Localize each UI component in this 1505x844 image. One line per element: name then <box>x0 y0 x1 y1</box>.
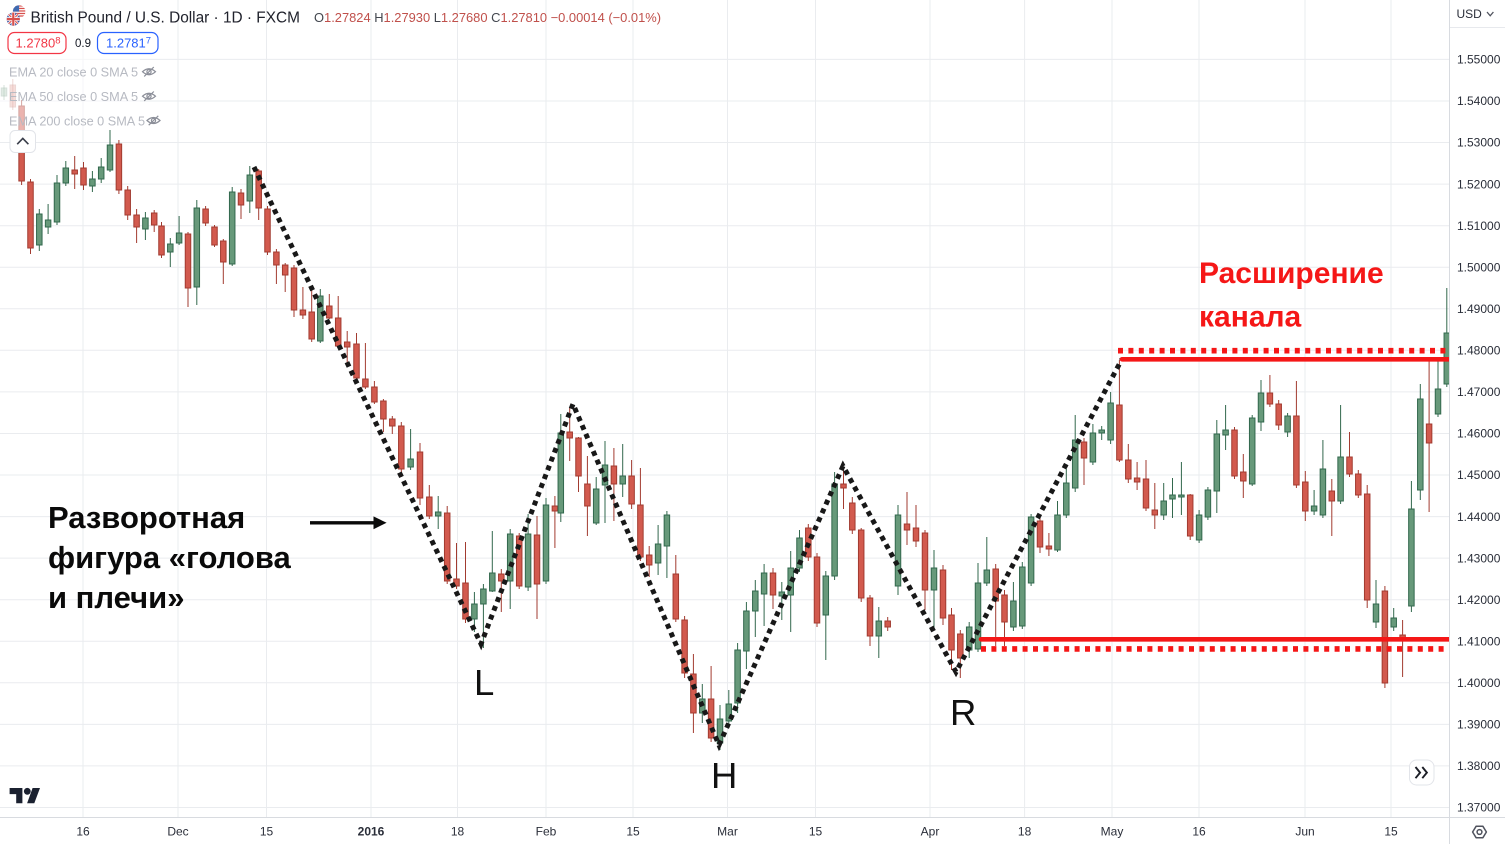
svg-text:1.44000: 1.44000 <box>1457 510 1501 524</box>
svg-text:1.50000: 1.50000 <box>1457 260 1501 274</box>
svg-text:H: H <box>711 755 737 796</box>
svg-text:1.54000: 1.54000 <box>1457 94 1501 108</box>
svg-text:O1.27824 H1.27930 L1.27680: O1.27824 H1.27930 L1.27680 C1.27810 −0.0… <box>314 10 661 25</box>
svg-text:0.9: 0.9 <box>75 38 91 50</box>
svg-text:18: 18 <box>1018 825 1032 839</box>
svg-text:1.40000: 1.40000 <box>1457 676 1501 690</box>
svg-text:1.52000: 1.52000 <box>1457 177 1501 191</box>
svg-text:L: L <box>474 662 494 703</box>
svg-text:1.37000: 1.37000 <box>1457 801 1501 815</box>
svg-text:1.41000: 1.41000 <box>1457 635 1501 649</box>
svg-text:1.48000: 1.48000 <box>1457 344 1501 358</box>
svg-text:и плечи»: и плечи» <box>48 580 184 615</box>
svg-text:Feb: Feb <box>536 825 557 839</box>
svg-text:1.27808: 1.27808 <box>16 36 61 51</box>
svg-text:1.43000: 1.43000 <box>1457 551 1501 565</box>
svg-text:1.42000: 1.42000 <box>1457 593 1501 607</box>
svg-text:Разворотная: Разворотная <box>48 500 245 535</box>
svg-text:EMA 200 close 0 SMA 5: EMA 200 close 0 SMA 5 <box>9 114 145 128</box>
svg-text:1.47000: 1.47000 <box>1457 385 1501 399</box>
svg-text:15: 15 <box>260 825 274 839</box>
svg-text:May: May <box>1101 825 1124 839</box>
svg-text:Jun: Jun <box>1295 825 1314 839</box>
svg-text:Apr: Apr <box>921 825 940 839</box>
svg-text:18: 18 <box>451 825 465 839</box>
svg-text:1.45000: 1.45000 <box>1457 468 1501 482</box>
svg-text:British Pound / U.S. Dollar ·: British Pound / U.S. Dollar · 1D · FXCM <box>31 10 300 27</box>
svg-text:1.39000: 1.39000 <box>1457 718 1501 732</box>
svg-text:1.53000: 1.53000 <box>1457 136 1501 150</box>
svg-text:канала: канала <box>1199 301 1302 334</box>
svg-text:15: 15 <box>1384 825 1398 839</box>
svg-text:2016: 2016 <box>358 825 385 839</box>
svg-text:15: 15 <box>626 825 640 839</box>
svg-text:Mar: Mar <box>717 825 738 839</box>
svg-text:16: 16 <box>1192 825 1206 839</box>
svg-text:Dec: Dec <box>167 825 188 839</box>
svg-text:Расширение: Расширение <box>1199 257 1384 290</box>
svg-text:1.38000: 1.38000 <box>1457 759 1501 773</box>
svg-text:EMA 20 close 0 SMA 5: EMA 20 close 0 SMA 5 <box>9 66 138 80</box>
svg-text:USD: USD <box>1457 7 1483 21</box>
svg-text:15: 15 <box>809 825 823 839</box>
svg-text:R: R <box>950 692 976 733</box>
svg-text:1.27817: 1.27817 <box>106 36 151 51</box>
svg-text:1.46000: 1.46000 <box>1457 427 1501 441</box>
svg-text:1.51000: 1.51000 <box>1457 219 1501 233</box>
svg-text:1.55000: 1.55000 <box>1457 53 1501 67</box>
svg-text:1.49000: 1.49000 <box>1457 302 1501 316</box>
svg-text:16: 16 <box>76 825 90 839</box>
svg-text:EMA 50 close 0 SMA 5: EMA 50 close 0 SMA 5 <box>9 90 138 104</box>
svg-text:фигура «голова: фигура «голова <box>48 540 291 575</box>
